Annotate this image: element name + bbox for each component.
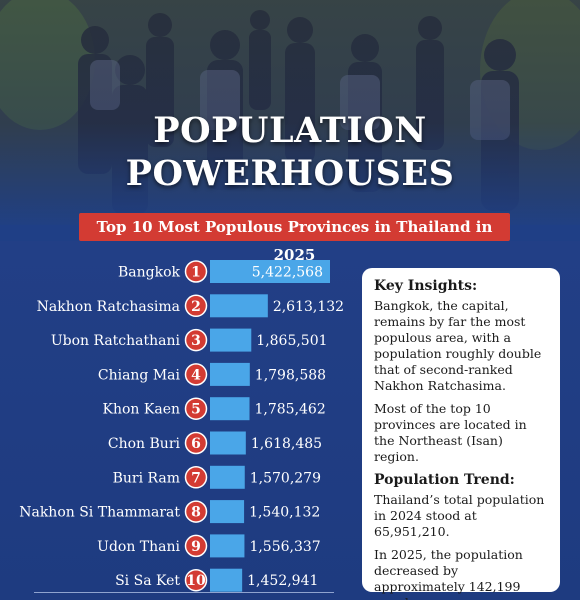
- key-insight-1: Bangkok, the capital, remains by far the…: [374, 298, 542, 393]
- rank-number-6: 6: [191, 436, 201, 452]
- hero-photo: [0, 0, 580, 225]
- category-label-1: Bangkok: [118, 265, 181, 281]
- bar-6: [210, 431, 246, 455]
- trend-insight-1: Thailand’s total population in 2024 stoo…: [374, 492, 545, 539]
- value-label-8: 1,540,132: [249, 505, 320, 521]
- value-label-4: 1,798,588: [255, 367, 326, 383]
- bar-8: [210, 500, 245, 524]
- rank-number-3: 3: [191, 333, 201, 349]
- rank-badge-8: [184, 500, 208, 523]
- rank-badge-5: [184, 397, 208, 420]
- bar-1: [210, 260, 330, 283]
- value-label-1: 5,422,568: [252, 265, 323, 281]
- category-label-4: Chiang Mai: [98, 367, 181, 383]
- rank-badge-3: [184, 328, 208, 352]
- rank-badge-7: [184, 466, 208, 489]
- category-label-3: Ubon Ratchathani: [51, 333, 181, 349]
- category-label-8: Nakhon Si Thammarat: [19, 505, 180, 521]
- category-label-2: Nakhon Ratchasima: [37, 299, 180, 315]
- value-label-7: 1,570,279: [250, 470, 321, 486]
- bar-7: [210, 465, 245, 489]
- rank-number-2: 2: [191, 299, 201, 315]
- rank-number-1: 1: [191, 265, 201, 281]
- category-label-7: Buri Ram: [113, 470, 180, 486]
- population-trend-heading: Population Trend:: [374, 472, 515, 488]
- rank-badge-6: [184, 431, 208, 455]
- value-label-10: 1,452,941: [247, 573, 318, 589]
- key-insights-heading: Key Insights:: [374, 278, 478, 294]
- category-label-10: Si Sa Ket: [115, 573, 180, 589]
- baseline-rule: [34, 592, 334, 593]
- page-title-line1: POPULATION: [153, 110, 427, 151]
- bar-3: [210, 328, 252, 352]
- rank-number-5: 5: [191, 402, 201, 418]
- rank-number-8: 8: [191, 505, 201, 521]
- bar-4: [210, 362, 250, 386]
- rank-badge-4: [184, 363, 208, 386]
- value-label-6: 1,618,485: [251, 436, 322, 452]
- value-label-3: 1,865,501: [256, 333, 327, 349]
- key-insight-2: Most of the top 10 provinces are located…: [374, 401, 527, 464]
- rank-badge-9: [184, 534, 208, 558]
- rank-badge-1: [184, 260, 208, 283]
- insights-panel: Key Insights: Bangkok, the capital, rema…: [362, 268, 560, 600]
- category-label-5: Khon Kaen: [103, 402, 180, 418]
- rank-badge-10: [184, 568, 208, 592]
- population-bar-chart: Bangkok 1 5,422,568 Nakhon Ratchasima 2 2,613…: [19, 260, 344, 592]
- category-label-9: Udon Thani: [97, 539, 180, 555]
- trend-insight-2: In 2025, the population decreased by app…: [374, 547, 523, 600]
- bar-2: [210, 294, 268, 318]
- page-title-line2: POWERHOUSES: [125, 153, 455, 194]
- rank-number-7: 7: [191, 470, 201, 486]
- value-label-2: 2,613,132: [273, 299, 344, 315]
- value-label-5: 1,785,462: [255, 402, 326, 418]
- rank-number-4: 4: [191, 367, 201, 383]
- value-label-9: 1,556,337: [249, 539, 320, 555]
- category-label-6: Chon Buri: [108, 436, 181, 452]
- bar-10: [210, 568, 243, 592]
- bar-5: [210, 397, 250, 421]
- bar-9: [210, 534, 245, 558]
- hero-overlay: [0, 0, 580, 225]
- rank-number-9: 9: [191, 539, 201, 555]
- rank-badge-2: [184, 294, 208, 318]
- subtitle-banner: Top 10 Most Populous Provinces in Thaila…: [79, 213, 510, 264]
- rank-number-10: 10: [186, 573, 206, 589]
